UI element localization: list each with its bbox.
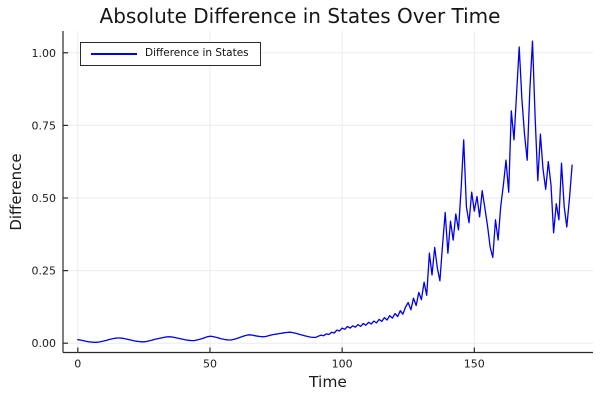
y-tick-label: 0.50: [32, 192, 57, 205]
x-tick-label: 100: [332, 358, 353, 371]
y-axis-label: Difference: [7, 153, 25, 231]
y-tick-label: 0.00: [32, 337, 57, 350]
y-tick-label: 0.75: [32, 119, 57, 132]
legend-line-sample-icon: [91, 53, 137, 55]
y-tick-label: 0.25: [32, 265, 57, 278]
x-tick-label: 150: [464, 358, 485, 371]
chart-title: Absolute Difference in States Over Time: [99, 4, 501, 28]
series-line: [77, 40, 573, 343]
y-tick-label: 1.00: [32, 47, 57, 60]
x-tick-label: 0: [74, 358, 81, 371]
legend-entry-label: Difference in States: [145, 47, 249, 59]
legend: Difference in States: [80, 42, 261, 66]
x-axis-label: Time: [309, 373, 347, 391]
x-tick-label: 50: [203, 358, 217, 371]
